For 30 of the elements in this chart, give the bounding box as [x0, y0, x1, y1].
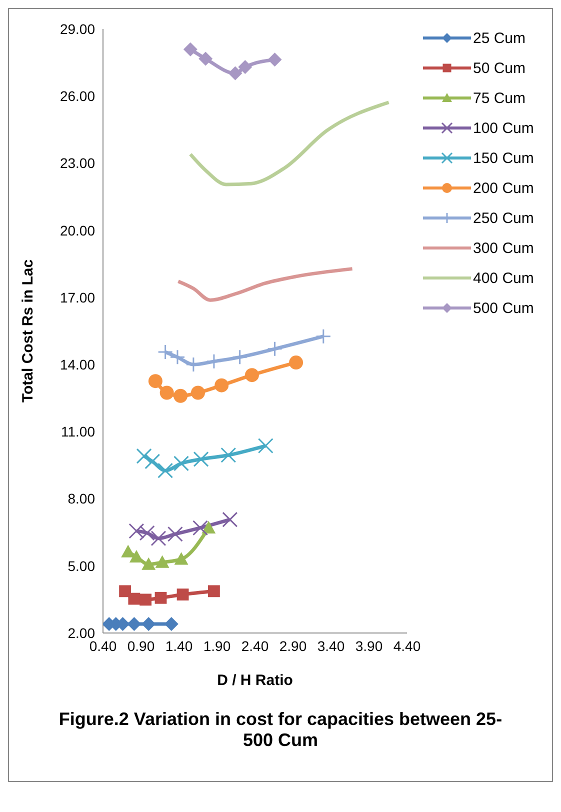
x-tick-label: 2.40 [241, 638, 269, 654]
x-tick-label: 1.90 [203, 638, 231, 654]
legend-label: 300 Cum [473, 239, 535, 259]
x-tick-label: 4.40 [393, 638, 421, 654]
x-tick-label: 1.40 [165, 638, 193, 654]
y-tick-label: 29.00 [60, 20, 96, 37]
legend-label: 500 Cum [473, 299, 535, 319]
legend-label: 25 Cum [473, 29, 527, 49]
legend-label: 150 Cum [473, 149, 535, 169]
y-tick-label: 20.00 [60, 222, 96, 238]
legend-label: 200 Cum [473, 179, 535, 199]
x-tick-label: 2.90 [279, 638, 307, 654]
y-axis-title: Total Cost Rs in Lac [19, 259, 36, 403]
x-axis-title: D / H Ratio [217, 672, 293, 689]
text: Figure.2 Variation in cost for capacities between 25-500 Cum [58, 708, 504, 752]
legend-label: 400 Cum [473, 269, 535, 289]
y-tick-label: 23.00 [60, 155, 96, 172]
y-tick-label: 26.00 [60, 88, 96, 104]
legend-label: 250 Cum [473, 209, 535, 229]
y-tick-label: 11.00 [61, 424, 96, 440]
y-tick-label: 8.00 [68, 490, 96, 507]
legend-label: 50 Cum [473, 59, 527, 79]
y-tick-label: 17.00 [60, 289, 96, 306]
y-tick-label: 5.00 [68, 558, 96, 574]
x-tick-label: 3.40 [317, 638, 345, 654]
legend-label: 75 Cum [473, 89, 527, 109]
legend-label: 100 Cum [473, 119, 535, 139]
x-tick-label: 0.90 [127, 638, 155, 654]
x-tick-label: 3.90 [355, 638, 383, 654]
y-tick-label: 14.00 [60, 356, 96, 373]
